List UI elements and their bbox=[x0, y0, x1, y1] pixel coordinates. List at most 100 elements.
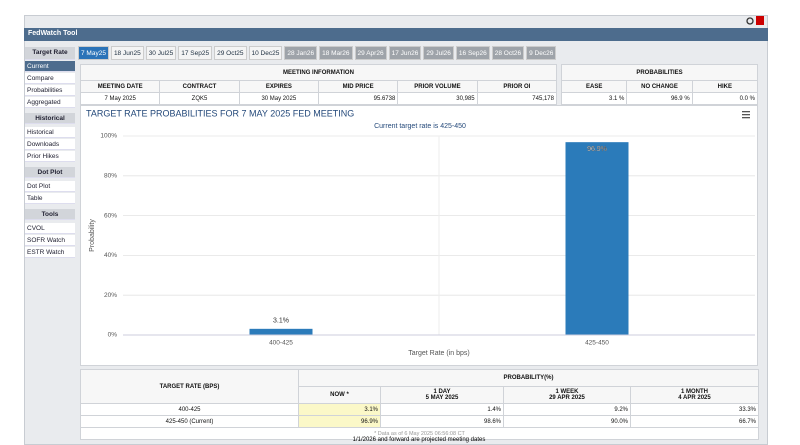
table-row: EASE NO CHANGE HIKE bbox=[560, 80, 759, 93]
meeting-tab[interactable]: 9 Dec26 bbox=[526, 46, 557, 60]
table-cell: EASE bbox=[560, 80, 628, 93]
meeting-tab[interactable]: 29 Jul26 bbox=[423, 46, 454, 60]
sidebar-item[interactable]: Compare bbox=[25, 73, 75, 84]
table-cell: HIKE bbox=[691, 80, 759, 93]
chart-title: TARGET RATE PROBABILITIES FOR 7 MAY 2025… bbox=[86, 108, 354, 118]
sidebar-item[interactable]: Downloads bbox=[25, 139, 75, 150]
meeting-tab[interactable]: 18 Jun25 bbox=[110, 46, 144, 60]
table-cell: PROBABILITY(%) bbox=[298, 369, 759, 387]
table-row: 400-425 3.1% 1.4% 9.2% 33.3% bbox=[80, 403, 759, 416]
sidebar-item[interactable]: Current bbox=[25, 61, 75, 72]
bar bbox=[249, 328, 313, 335]
column-date: 5 MAY 2025 bbox=[425, 395, 459, 401]
table-row: MEETING DATE CONTRACT EXPIRES MID PRICE PRIO… bbox=[79, 80, 558, 93]
meeting-tab[interactable]: 29 Oct25 bbox=[214, 46, 247, 60]
table-row: 7 May 2025 ZQK5 30 May 2025 95.6738 30,985 74… bbox=[79, 92, 558, 105]
tabs-label: Target Rate bbox=[25, 47, 75, 60]
table-cell: 98.6% bbox=[380, 415, 504, 428]
column-date: 4 APR 2025 bbox=[678, 395, 711, 401]
table-cell: 400-425 bbox=[80, 403, 299, 416]
table-cell: 0.0 % bbox=[691, 92, 759, 105]
y-tick-label: 60% bbox=[104, 212, 117, 219]
column-period: 1 DAY bbox=[433, 389, 451, 395]
sidebar-item[interactable]: Table bbox=[25, 193, 75, 204]
sidebar-item[interactable]: Prior Hikes bbox=[25, 151, 75, 162]
sidebar-item[interactable]: SOFR Watch bbox=[25, 235, 75, 246]
meeting-tabs: 7 May25 18 Jun25 30 Jul25 17 Sep25 29 Oct25 1… bbox=[78, 46, 557, 60]
table-cell: TARGET RATE (BPS) bbox=[80, 369, 299, 404]
table-cell: 3.1% bbox=[298, 403, 381, 416]
table-row: * Data as of 6 May 2025 06:56:08 CT bbox=[80, 427, 759, 440]
column-header: 1 WEEK 29 APR 2025 bbox=[503, 386, 631, 404]
sidebar-item[interactable]: Historical bbox=[25, 127, 75, 138]
table-cell: 7 May 2025 bbox=[79, 92, 161, 105]
table-row: 425-450 (Current) 96.9% 98.6% 90.0% 66.7% bbox=[80, 415, 759, 428]
meeting-tab[interactable]: 29 Apr26 bbox=[354, 46, 387, 60]
y-tick-label: 20% bbox=[104, 292, 117, 299]
x-tick-label: 425-450 bbox=[585, 340, 609, 347]
table-row: 3.1 % 96.9 % 0.0 % bbox=[560, 92, 759, 105]
table-cell: ZQK5 bbox=[159, 92, 240, 105]
probabilities-table: PROBABILITIES EASE NO CHANGE HIKE 3.1 % 96.9 … bbox=[560, 64, 759, 105]
sidebar-item[interactable]: CVOL bbox=[25, 223, 75, 234]
meeting-tab[interactable]: 18 Mar26 bbox=[319, 46, 353, 60]
table-row: TARGET RATE (BPS) PROBABILITY(%) bbox=[80, 369, 759, 404]
table-cell: 66.7% bbox=[630, 415, 759, 428]
title-bar: FedWatch Tool bbox=[24, 28, 768, 41]
meeting-tab[interactable]: 7 May25 bbox=[78, 46, 109, 60]
sidebar-item[interactable]: ESTR Watch bbox=[25, 247, 75, 258]
sidebar-item[interactable]: Dot Plot bbox=[25, 181, 75, 192]
meeting-tab[interactable]: 17 Jun26 bbox=[388, 46, 422, 60]
meeting-tab[interactable]: 30 Jul25 bbox=[145, 46, 177, 60]
chart: TARGET RATE PROBABILITIES FOR 7 MAY 2025… bbox=[86, 108, 755, 357]
chart-panel: TARGET RATE PROBABILITIES FOR 7 MAY 2025… bbox=[80, 105, 758, 366]
meeting-tab[interactable]: 28 Jan26 bbox=[284, 46, 318, 60]
table-cell: 9.2% bbox=[503, 403, 631, 416]
meeting-info-table: MEETING INFORMATION MEETING DATE CONTRACT E… bbox=[79, 64, 558, 105]
table-cell: NO CHANGE bbox=[626, 80, 693, 93]
table-row: NOW * 1 DAY 5 MAY 2025 1 WEEK 29 APR 2025 1 M… bbox=[81, 386, 759, 404]
column-header: 1 MONTH 4 APR 2025 bbox=[630, 386, 759, 404]
table-cell: 33.3% bbox=[630, 403, 759, 416]
y-tick-label: 100% bbox=[100, 133, 117, 140]
table-cell: 96.9% bbox=[298, 415, 381, 428]
probability-table: TARGET RATE (BPS) PROBABILITY(%) NOW * 1 DA… bbox=[80, 369, 759, 440]
data-label: 3.1% bbox=[273, 318, 289, 325]
table-cell: * Data as of 6 May 2025 06:56:08 CT bbox=[80, 427, 759, 440]
table-cell: 30 May 2025 bbox=[238, 92, 319, 105]
sidebar-heading: Tools bbox=[25, 209, 75, 220]
y-tick-label: 40% bbox=[104, 252, 117, 259]
table-cell: 745,178 bbox=[476, 92, 558, 105]
y-axis-title: Probability bbox=[89, 219, 96, 252]
sidebar-item[interactable]: Aggregated bbox=[25, 97, 75, 108]
toolbar-icons[interactable] bbox=[744, 15, 768, 27]
table-cell: MEETING DATE bbox=[79, 80, 161, 93]
sidebar-heading: Historical bbox=[25, 113, 75, 124]
x-tick-label: 400-425 bbox=[269, 340, 293, 347]
bar bbox=[565, 142, 629, 335]
y-tick-label: 0% bbox=[108, 332, 118, 339]
sidebar-item[interactable]: Probabilities bbox=[25, 85, 75, 96]
column-header: NOW * bbox=[298, 386, 381, 404]
table-row: PROBABILITIES bbox=[561, 64, 758, 81]
table-cell: 96.9 % bbox=[626, 92, 693, 105]
table-cell: MEETING INFORMATION bbox=[80, 64, 557, 81]
table-cell: PRIOR VOLUME bbox=[397, 80, 478, 93]
meeting-tab[interactable]: 10 Dec25 bbox=[248, 46, 283, 60]
table-cell: 425-450 (Current) bbox=[80, 415, 299, 428]
meeting-tab[interactable]: 16 Sep26 bbox=[455, 46, 490, 60]
table-cell: 1.4% bbox=[380, 403, 504, 416]
meeting-tab[interactable]: 28 Oct26 bbox=[491, 46, 525, 60]
column-period: NOW * bbox=[330, 392, 349, 398]
column-date: 29 APR 2025 bbox=[549, 395, 585, 401]
meeting-tab[interactable]: 17 Sep25 bbox=[178, 46, 213, 60]
table-cell: 3.1 % bbox=[560, 92, 628, 105]
x-axis-title: Target Rate (in bps) bbox=[408, 350, 469, 357]
table-cell: 90.0% bbox=[503, 415, 631, 428]
data-label: 96.9% bbox=[587, 146, 607, 153]
table-cell: EXPIRES bbox=[238, 80, 319, 93]
table-row: MEETING INFORMATION bbox=[80, 64, 557, 81]
menu-icon[interactable] bbox=[742, 111, 750, 119]
table-cell: 95.6738 bbox=[317, 92, 399, 105]
